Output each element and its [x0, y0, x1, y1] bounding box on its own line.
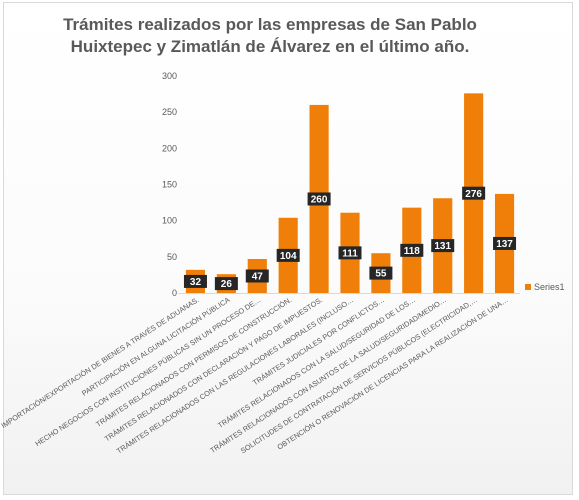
- data-label: 32: [190, 277, 202, 288]
- data-label-box: [183, 274, 207, 288]
- data-label-box: [431, 239, 455, 253]
- data-label-box: [245, 269, 269, 283]
- data-label: 118: [404, 246, 421, 257]
- data-label-box: [400, 243, 424, 257]
- legend-label: Series1: [534, 282, 565, 292]
- data-label-box: [276, 248, 300, 262]
- data-label: 55: [375, 269, 387, 280]
- data-label: 111: [342, 248, 358, 259]
- y-tick-label: 0: [172, 288, 177, 298]
- data-label-box: [307, 192, 331, 206]
- y-tick-label: 50: [167, 252, 177, 262]
- data-label: 104: [280, 251, 297, 262]
- legend-swatch: [525, 284, 531, 290]
- data-label: 131: [434, 241, 451, 252]
- y-tick-label: 100: [162, 216, 177, 226]
- data-label: 260: [311, 195, 328, 206]
- data-label-box: [493, 236, 517, 250]
- chart-title: Trámites realizados por las empresas de …: [63, 15, 477, 56]
- data-label-box: [369, 266, 393, 280]
- x-tick-label: IMPORTACIÓN/EXPORTACIÓN DE BIENES A TRAV…: [0, 295, 201, 430]
- data-label-box: [338, 246, 362, 260]
- data-label-box: [462, 186, 486, 200]
- y-tick-label: 300: [162, 71, 177, 81]
- data-label: 26: [221, 279, 233, 290]
- y-tick-label: 150: [162, 180, 177, 190]
- y-tick-label: 250: [162, 107, 177, 117]
- data-label: 47: [252, 272, 264, 283]
- data-label-box: [214, 277, 238, 291]
- data-label: 137: [496, 239, 513, 250]
- data-label: 276: [465, 189, 482, 200]
- x-tick-label: OBTENCIÓN O RENOVACIÓN DE LICENCIAS PARA…: [275, 295, 509, 451]
- y-tick-label: 200: [162, 143, 177, 153]
